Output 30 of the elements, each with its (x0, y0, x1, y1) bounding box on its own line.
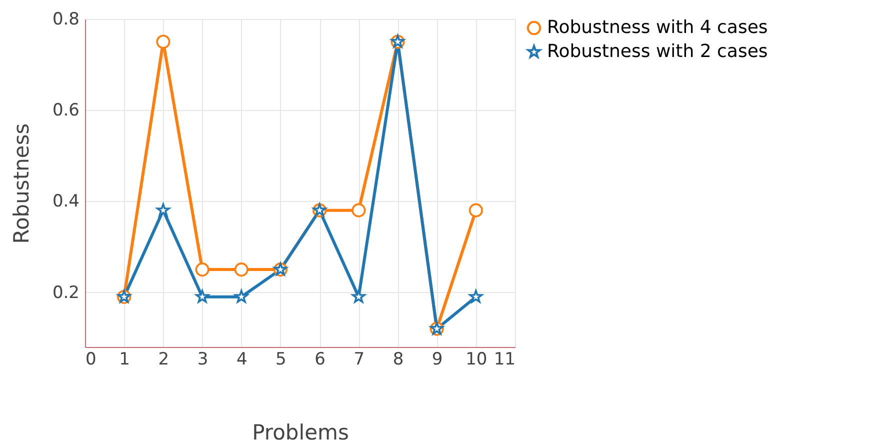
point (468, 203, 483, 218)
x-axis-title: Problems (252, 420, 349, 444)
legend-label: Robustness with 2 cases (547, 41, 768, 62)
x-tick-label: 9 (432, 350, 443, 370)
point (195, 262, 210, 277)
x-tick-label: 7 (354, 350, 365, 370)
x-tick-label: 10 (466, 350, 488, 370)
y-tick-label: 0.2 (52, 282, 80, 303)
point (469, 290, 483, 303)
point (156, 203, 170, 216)
y-tick-label: 0.4 (52, 192, 80, 212)
x-tick-label: 11 (494, 350, 516, 370)
point (234, 262, 248, 277)
point (156, 34, 170, 49)
x-tick-label: 0 (86, 350, 96, 370)
point (234, 290, 248, 303)
point (196, 290, 209, 303)
x-tick-label: 4 (236, 350, 248, 370)
x-tick-label: 1 (119, 350, 130, 370)
x-tick-label: 6 (314, 350, 326, 370)
x-tick-label: 3 (197, 350, 208, 370)
point (352, 203, 366, 218)
x-tick-label: 2 (158, 350, 170, 370)
legend-label: Robustness with 4 cases (547, 17, 768, 38)
x-tick-label: 5 (276, 350, 286, 370)
y-tick-label: 0.6 (52, 100, 80, 121)
y-tick-label: 0.8 (52, 10, 80, 30)
y-axis-title: Robustness (9, 123, 34, 244)
x-tick-label: 8 (392, 350, 404, 370)
point (352, 290, 366, 303)
